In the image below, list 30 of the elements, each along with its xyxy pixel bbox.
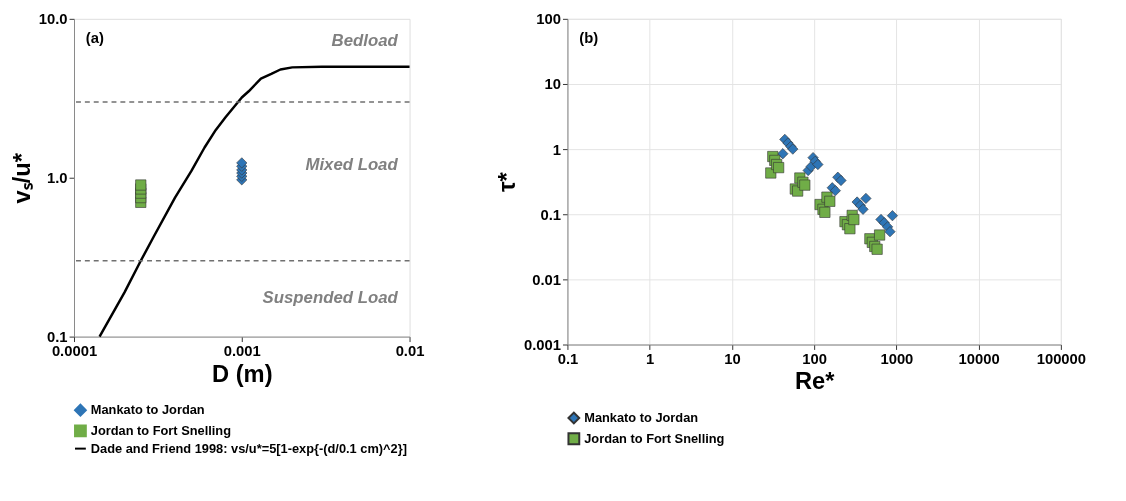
- legend-label: Dade and Friend 1998: vs/u*=5[1-exp{-(d/0.1 cm)^2}]: [90, 440, 407, 456]
- x-tick-label: 0.1: [557, 350, 579, 367]
- y-axis-title: τ*: [494, 171, 521, 193]
- annotation: (b): [579, 29, 599, 46]
- y-tick-label: 1.0: [47, 170, 68, 187]
- annotation: Bedload: [331, 31, 399, 51]
- x-tick-label: 0.01: [395, 342, 425, 359]
- y-tick-label: 10.0: [38, 11, 68, 28]
- y-tick-label: 100: [536, 11, 562, 28]
- x-tick-label: 100000: [1036, 350, 1087, 367]
- y-tick-label: 0.01: [532, 271, 562, 288]
- legend-label: Mankato to Jordan: [584, 409, 699, 425]
- y-tick-label: 0.1: [540, 206, 562, 223]
- legend-label: Jordan to Fort Snelling: [584, 430, 725, 446]
- x-tick-label: 1: [646, 350, 655, 367]
- x-tick-label: 1000: [880, 350, 914, 367]
- legend-label: Mankato to Jordan: [90, 402, 205, 418]
- x-tick-label: 10: [724, 350, 741, 367]
- y-tick-label: 10: [544, 76, 562, 93]
- x-tick-label: 100: [802, 350, 827, 367]
- y-axis-title: vₛ/u*: [8, 152, 35, 204]
- legend-label: Jordan to Fort Snelling: [90, 422, 232, 438]
- x-tick-label: 0.001: [223, 342, 261, 359]
- annotation: Suspended Load: [262, 288, 399, 308]
- y-tick-label: 1: [552, 141, 562, 158]
- x-axis-title: D (m): [212, 360, 273, 387]
- x-tick-label: 10000: [958, 350, 1000, 367]
- annotation: (a): [85, 29, 105, 46]
- annotation: Mixed Load: [305, 154, 399, 174]
- x-axis-title: Re*: [794, 368, 836, 395]
